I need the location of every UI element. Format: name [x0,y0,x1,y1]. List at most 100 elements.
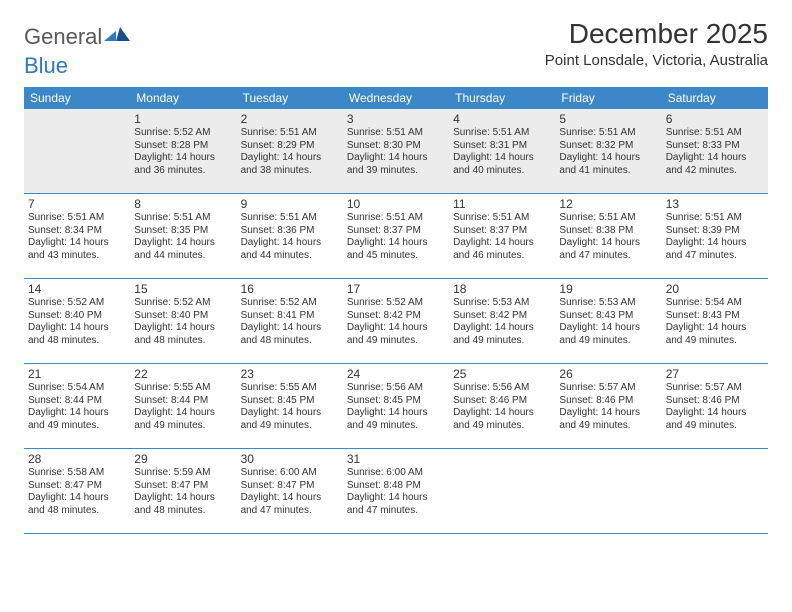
day-header: Tuesday [237,87,343,109]
day-number: 10 [347,197,445,211]
day-number: 6 [666,112,764,126]
calendar-day: 16Sunrise: 5:52 AMSunset: 8:41 PMDayligh… [237,279,343,364]
calendar-day: 24Sunrise: 5:56 AMSunset: 8:45 PMDayligh… [343,364,449,449]
day-number: 23 [241,367,339,381]
day-number: 15 [134,282,232,296]
day-info: Sunrise: 5:56 AMSunset: 8:46 PMDaylight:… [453,382,551,432]
day-number: 24 [347,367,445,381]
day-info: Sunrise: 5:51 AMSunset: 8:39 PMDaylight:… [666,212,764,262]
calendar-day: 9Sunrise: 5:51 AMSunset: 8:36 PMDaylight… [237,194,343,279]
day-header: Wednesday [343,87,449,109]
calendar-day: 15Sunrise: 5:52 AMSunset: 8:40 PMDayligh… [130,279,236,364]
calendar-day: 10Sunrise: 5:51 AMSunset: 8:37 PMDayligh… [343,194,449,279]
day-number: 13 [666,197,764,211]
calendar-day: 3Sunrise: 5:51 AMSunset: 8:30 PMDaylight… [343,109,449,194]
day-info: Sunrise: 5:51 AMSunset: 8:31 PMDaylight:… [453,127,551,177]
calendar-day: 21Sunrise: 5:54 AMSunset: 8:44 PMDayligh… [24,364,130,449]
day-number: 3 [347,112,445,126]
day-info: Sunrise: 5:52 AMSunset: 8:42 PMDaylight:… [347,297,445,347]
calendar-day: 17Sunrise: 5:52 AMSunset: 8:42 PMDayligh… [343,279,449,364]
day-number: 17 [347,282,445,296]
day-info: Sunrise: 5:52 AMSunset: 8:41 PMDaylight:… [241,297,339,347]
calendar-day: 27Sunrise: 5:57 AMSunset: 8:46 PMDayligh… [662,364,768,449]
day-number: 21 [28,367,126,381]
day-number: 2 [241,112,339,126]
day-info: Sunrise: 5:51 AMSunset: 8:29 PMDaylight:… [241,127,339,177]
day-info: Sunrise: 5:51 AMSunset: 8:30 PMDaylight:… [347,127,445,177]
day-header: Monday [130,87,236,109]
day-info: Sunrise: 6:00 AMSunset: 8:47 PMDaylight:… [241,467,339,517]
month-title: December 2025 [545,18,768,50]
day-info: Sunrise: 5:59 AMSunset: 8:47 PMDaylight:… [134,467,232,517]
calendar-week: 14Sunrise: 5:52 AMSunset: 8:40 PMDayligh… [24,279,768,364]
day-number: 16 [241,282,339,296]
logo-text-general: General [24,24,102,50]
calendar-day-empty [449,449,555,534]
calendar-day: 4Sunrise: 5:51 AMSunset: 8:31 PMDaylight… [449,109,555,194]
calendar-table: SundayMondayTuesdayWednesdayThursdayFrid… [24,87,768,534]
day-info: Sunrise: 5:51 AMSunset: 8:37 PMDaylight:… [347,212,445,262]
calendar-page: General December 2025 Point Lonsdale, Vi… [0,0,792,552]
day-number: 26 [559,367,657,381]
calendar-body: 1Sunrise: 5:52 AMSunset: 8:28 PMDaylight… [24,109,768,534]
location-label: Point Lonsdale, Victoria, Australia [545,52,768,69]
calendar-day: 23Sunrise: 5:55 AMSunset: 8:45 PMDayligh… [237,364,343,449]
calendar-day: 13Sunrise: 5:51 AMSunset: 8:39 PMDayligh… [662,194,768,279]
calendar-day: 5Sunrise: 5:51 AMSunset: 8:32 PMDaylight… [555,109,661,194]
calendar-day: 18Sunrise: 5:53 AMSunset: 8:42 PMDayligh… [449,279,555,364]
day-header: Thursday [449,87,555,109]
calendar-day: 30Sunrise: 6:00 AMSunset: 8:47 PMDayligh… [237,449,343,534]
calendar-header-row: SundayMondayTuesdayWednesdayThursdayFrid… [24,87,768,109]
calendar-day: 22Sunrise: 5:55 AMSunset: 8:44 PMDayligh… [130,364,236,449]
calendar-day-empty [24,109,130,194]
calendar-day: 28Sunrise: 5:58 AMSunset: 8:47 PMDayligh… [24,449,130,534]
day-number: 30 [241,452,339,466]
calendar-day: 6Sunrise: 5:51 AMSunset: 8:33 PMDaylight… [662,109,768,194]
calendar-week: 28Sunrise: 5:58 AMSunset: 8:47 PMDayligh… [24,449,768,534]
day-info: Sunrise: 5:51 AMSunset: 8:36 PMDaylight:… [241,212,339,262]
day-info: Sunrise: 5:58 AMSunset: 8:47 PMDaylight:… [28,467,126,517]
day-number: 31 [347,452,445,466]
day-header: Friday [555,87,661,109]
day-number: 29 [134,452,232,466]
calendar-day: 25Sunrise: 5:56 AMSunset: 8:46 PMDayligh… [449,364,555,449]
day-info: Sunrise: 5:52 AMSunset: 8:28 PMDaylight:… [134,127,232,177]
day-number: 5 [559,112,657,126]
day-info: Sunrise: 5:52 AMSunset: 8:40 PMDaylight:… [134,297,232,347]
day-number: 9 [241,197,339,211]
day-info: Sunrise: 5:51 AMSunset: 8:35 PMDaylight:… [134,212,232,262]
calendar-day-empty [662,449,768,534]
day-number: 7 [28,197,126,211]
day-info: Sunrise: 5:53 AMSunset: 8:42 PMDaylight:… [453,297,551,347]
day-info: Sunrise: 5:51 AMSunset: 8:33 PMDaylight:… [666,127,764,177]
logo: General [24,24,130,50]
day-info: Sunrise: 5:51 AMSunset: 8:37 PMDaylight:… [453,212,551,262]
day-number: 27 [666,367,764,381]
day-number: 20 [666,282,764,296]
calendar-day: 2Sunrise: 5:51 AMSunset: 8:29 PMDaylight… [237,109,343,194]
day-info: Sunrise: 5:55 AMSunset: 8:44 PMDaylight:… [134,382,232,432]
calendar-day: 1Sunrise: 5:52 AMSunset: 8:28 PMDaylight… [130,109,236,194]
day-header: Sunday [24,87,130,109]
calendar-day: 7Sunrise: 5:51 AMSunset: 8:34 PMDaylight… [24,194,130,279]
calendar-day: 31Sunrise: 6:00 AMSunset: 8:48 PMDayligh… [343,449,449,534]
day-info: Sunrise: 5:54 AMSunset: 8:44 PMDaylight:… [28,382,126,432]
calendar-day: 19Sunrise: 5:53 AMSunset: 8:43 PMDayligh… [555,279,661,364]
day-number: 28 [28,452,126,466]
day-info: Sunrise: 5:51 AMSunset: 8:32 PMDaylight:… [559,127,657,177]
calendar-day: 26Sunrise: 5:57 AMSunset: 8:46 PMDayligh… [555,364,661,449]
day-number: 25 [453,367,551,381]
day-info: Sunrise: 6:00 AMSunset: 8:48 PMDaylight:… [347,467,445,517]
day-info: Sunrise: 5:57 AMSunset: 8:46 PMDaylight:… [559,382,657,432]
day-number: 18 [453,282,551,296]
day-header: Saturday [662,87,768,109]
day-number: 22 [134,367,232,381]
day-info: Sunrise: 5:52 AMSunset: 8:40 PMDaylight:… [28,297,126,347]
day-number: 4 [453,112,551,126]
day-number: 1 [134,112,232,126]
calendar-day: 8Sunrise: 5:51 AMSunset: 8:35 PMDaylight… [130,194,236,279]
title-block: December 2025 Point Lonsdale, Victoria, … [545,18,768,69]
calendar-day: 11Sunrise: 5:51 AMSunset: 8:37 PMDayligh… [449,194,555,279]
day-info: Sunrise: 5:54 AMSunset: 8:43 PMDaylight:… [666,297,764,347]
day-info: Sunrise: 5:55 AMSunset: 8:45 PMDaylight:… [241,382,339,432]
